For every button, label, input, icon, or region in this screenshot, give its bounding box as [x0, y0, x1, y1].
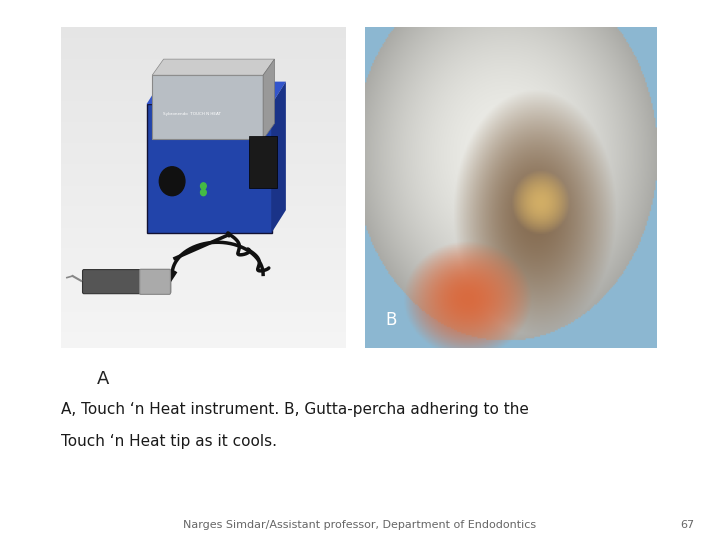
FancyBboxPatch shape: [140, 269, 171, 294]
Circle shape: [201, 183, 206, 189]
FancyBboxPatch shape: [249, 136, 277, 187]
Text: Sybronendo  TOUCH N HEAT: Sybronendo TOUCH N HEAT: [163, 112, 221, 116]
FancyBboxPatch shape: [152, 75, 263, 139]
Text: A, Touch ‘n Heat instrument. B, Gutta-percha adhering to the: A, Touch ‘n Heat instrument. B, Gutta-pe…: [61, 402, 529, 417]
Polygon shape: [271, 82, 286, 233]
Polygon shape: [263, 59, 274, 139]
FancyBboxPatch shape: [147, 104, 271, 233]
FancyBboxPatch shape: [83, 269, 171, 294]
Circle shape: [201, 189, 206, 195]
Text: A: A: [97, 370, 109, 388]
Text: Narges Simdar/Assistant professor, Department of Endodontics: Narges Simdar/Assistant professor, Depar…: [184, 520, 536, 530]
Text: B: B: [385, 311, 397, 329]
Polygon shape: [152, 59, 274, 75]
Text: 67: 67: [680, 520, 695, 530]
Circle shape: [159, 167, 185, 195]
Polygon shape: [147, 82, 286, 104]
Text: Touch ‘n Heat tip as it cools.: Touch ‘n Heat tip as it cools.: [61, 434, 277, 449]
